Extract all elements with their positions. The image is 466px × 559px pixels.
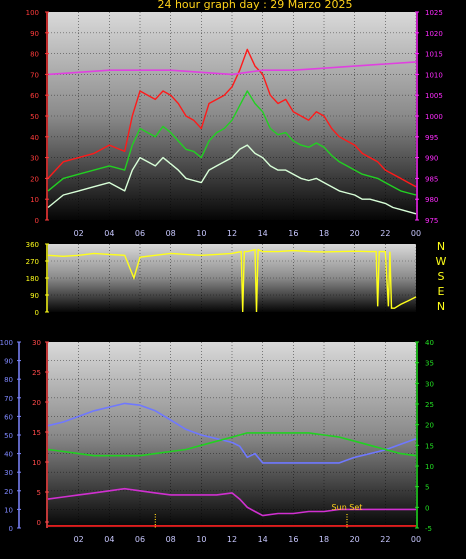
tick-label: 70 xyxy=(4,395,13,403)
x-tick-label: 10 xyxy=(196,535,206,544)
compass-label: E xyxy=(438,285,445,298)
tick-label: 995 xyxy=(425,134,438,142)
compass-label: N xyxy=(437,300,445,313)
x-tick-label: 08 xyxy=(166,229,176,238)
x-tick-label: 12 xyxy=(227,229,237,238)
tick-label: 30 xyxy=(30,155,39,163)
chart-title: 24 hour graph day : 29 Marzo 2025 xyxy=(157,0,353,11)
tick-label: 20 xyxy=(425,422,434,430)
temperature-series-line-0 xyxy=(47,402,417,464)
tick-label: 0 xyxy=(9,525,13,533)
tick-label: 20 xyxy=(30,175,39,183)
tick-label: 40 xyxy=(425,339,434,347)
x-tick-label: 00 xyxy=(411,229,421,238)
tick-label: 0 xyxy=(37,519,41,527)
tick-label: 90 xyxy=(4,358,13,366)
x-tick-label: 14 xyxy=(258,229,268,238)
tick-label: 1005 xyxy=(425,92,443,100)
tick-label: 10 xyxy=(4,506,13,514)
tick-label: 20 xyxy=(32,399,41,407)
tick-label: 15 xyxy=(425,442,434,450)
x-tick-label: 16 xyxy=(288,535,298,544)
x-tick-label: 18 xyxy=(319,229,329,238)
tick-label: -5 xyxy=(425,525,432,533)
x-tick-label: 20 xyxy=(350,229,360,238)
tick-label: 80 xyxy=(4,376,13,384)
tick-label: 1020 xyxy=(425,30,443,38)
tick-label: 1000 xyxy=(425,113,443,121)
x-tick-label: 04 xyxy=(104,535,114,544)
sun-set-label: Sun Set xyxy=(332,503,363,512)
tick-label: 50 xyxy=(4,432,13,440)
x-tick-label: 20 xyxy=(350,535,360,544)
tick-label: 90 xyxy=(30,292,39,300)
tick-label: 40 xyxy=(30,134,39,142)
tick-label: 35 xyxy=(425,360,434,368)
tick-label: 60 xyxy=(4,413,13,421)
tick-label: 40 xyxy=(4,451,13,459)
tick-label: 980 xyxy=(425,196,438,204)
tick-label: 20 xyxy=(4,488,13,496)
tick-label: 100 xyxy=(26,9,39,17)
tick-label: 990 xyxy=(425,155,438,163)
tick-label: 80 xyxy=(30,51,39,59)
tick-label: 30 xyxy=(4,469,13,477)
tick-label: 1025 xyxy=(425,9,443,17)
tick-label: 25 xyxy=(425,401,434,409)
tick-label: 5 xyxy=(425,484,429,492)
tick-label: 1015 xyxy=(425,51,443,59)
tick-label: 90 xyxy=(30,30,39,38)
x-tick-label: 12 xyxy=(227,535,237,544)
temperature-series-line-1 xyxy=(47,432,417,457)
tick-label: 30 xyxy=(32,339,41,347)
tick-label: 360 xyxy=(26,241,39,249)
wind-series-line-2 xyxy=(47,144,417,215)
x-tick-label: 22 xyxy=(380,229,390,238)
compass-label: N xyxy=(437,240,445,253)
x-tick-label: 08 xyxy=(166,535,176,544)
tick-label: 180 xyxy=(26,275,39,283)
compass-label: W xyxy=(436,255,447,268)
x-tick-label: 18 xyxy=(319,535,329,544)
tick-label: 70 xyxy=(30,71,39,79)
tick-label: 985 xyxy=(425,175,438,183)
tick-label: 60 xyxy=(30,92,39,100)
x-tick-label: 06 xyxy=(135,535,145,544)
tick-label: 10 xyxy=(32,459,41,467)
temperature-series-line-2 xyxy=(47,487,416,517)
x-tick-label: 16 xyxy=(288,229,298,238)
x-tick-label: 00 xyxy=(411,535,421,544)
tick-label: 0 xyxy=(35,217,39,225)
tick-label: 270 xyxy=(26,258,39,266)
wind-series-line-1 xyxy=(47,90,417,196)
tick-label: 5 xyxy=(37,489,41,497)
tick-label: 10 xyxy=(30,196,39,204)
tick-label: 25 xyxy=(32,369,41,377)
tick-label: 100 xyxy=(0,339,13,347)
x-tick-label: 22 xyxy=(380,535,390,544)
tick-label: 10 xyxy=(425,463,434,471)
compass-label: S xyxy=(438,270,445,283)
wind-series-line-3 xyxy=(47,61,417,76)
tick-label: 975 xyxy=(425,217,438,225)
x-tick-label: 02 xyxy=(74,229,84,238)
tick-label: 0 xyxy=(425,504,429,512)
x-tick-label: 02 xyxy=(74,535,84,544)
tick-label: 50 xyxy=(30,113,39,121)
tick-label: 15 xyxy=(32,429,41,437)
direction-series-line-0 xyxy=(47,248,417,313)
tick-label: 0 xyxy=(35,309,39,317)
x-tick-label: 14 xyxy=(258,535,268,544)
x-tick-label: 10 xyxy=(196,229,206,238)
wind-series-line-0 xyxy=(47,48,417,188)
tick-label: 30 xyxy=(425,380,434,388)
tick-label: 1010 xyxy=(425,71,443,79)
x-tick-label: 04 xyxy=(104,229,114,238)
x-tick-label: 06 xyxy=(135,229,145,238)
